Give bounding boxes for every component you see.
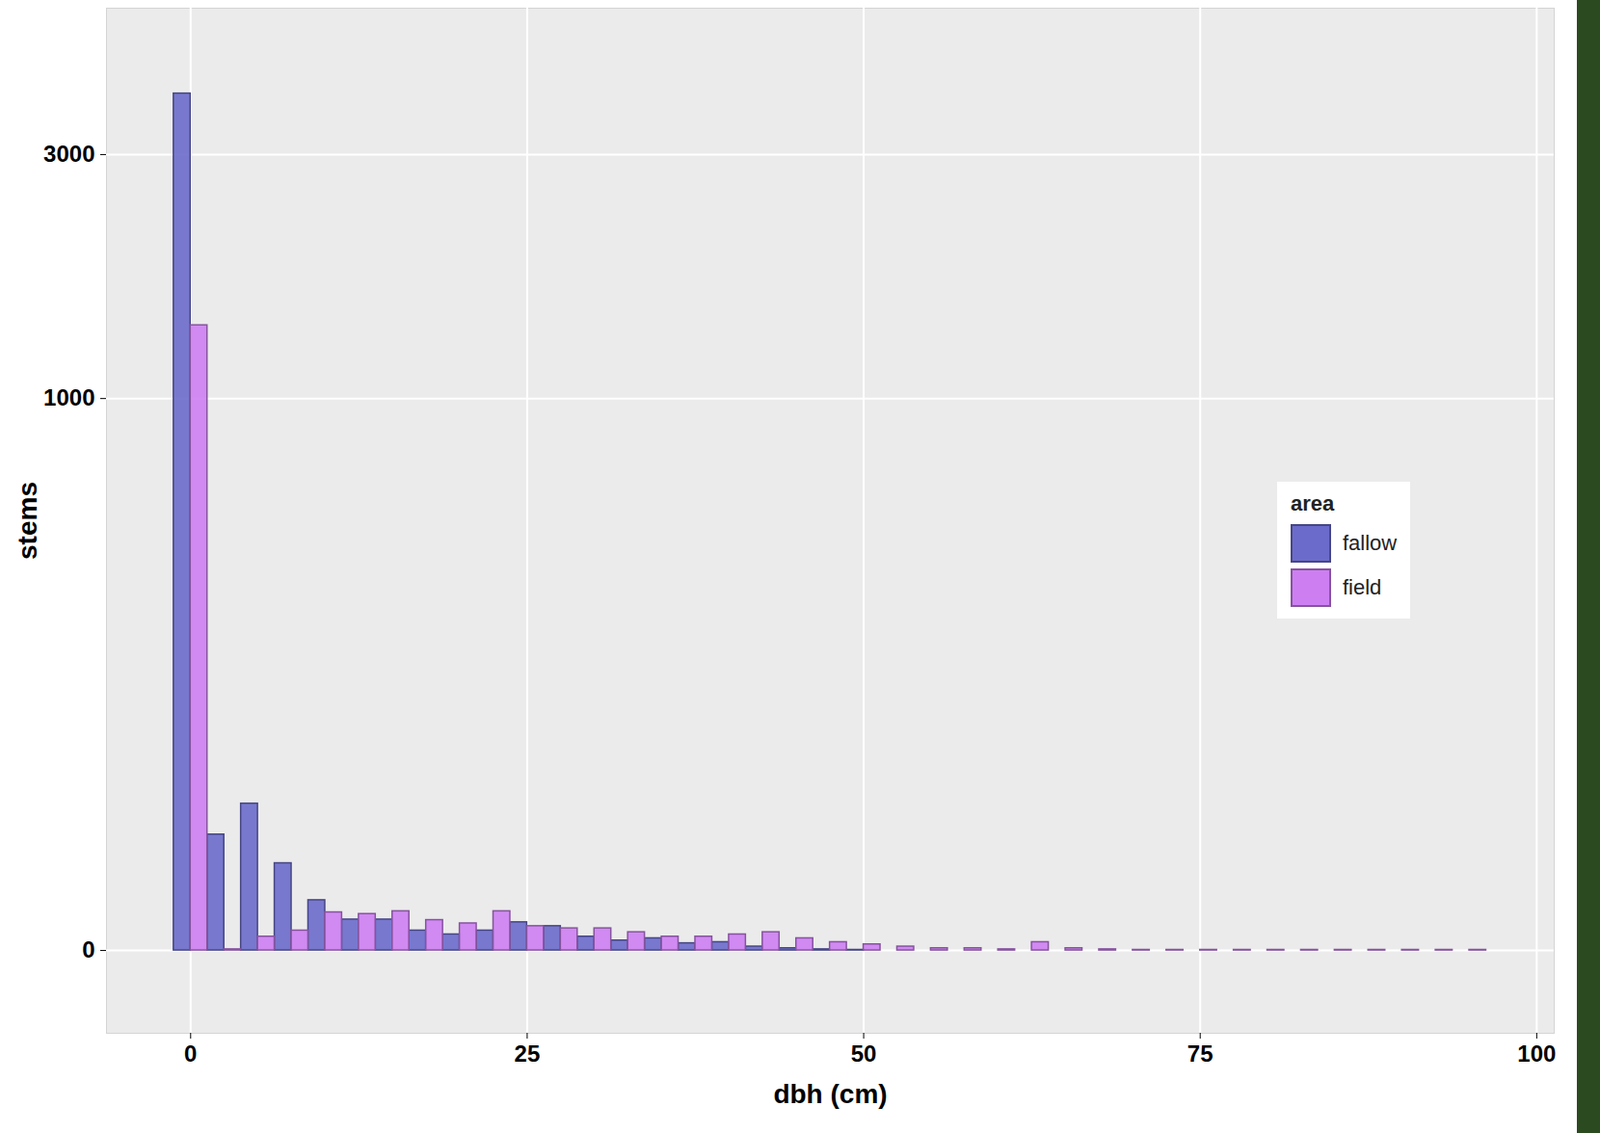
svg-text:100: 100 xyxy=(1517,1040,1556,1067)
svg-text:1000: 1000 xyxy=(43,384,95,411)
svg-text:25: 25 xyxy=(514,1040,541,1067)
html-text:fallow: fallow xyxy=(1342,531,1397,556)
html-text:area: area xyxy=(1290,491,1335,516)
svg-text:75: 75 xyxy=(1187,1040,1214,1067)
svg-text:50: 50 xyxy=(851,1040,878,1067)
svg-text:0: 0 xyxy=(184,1040,197,1067)
html-text:field: field xyxy=(1342,575,1382,600)
svg-text:0: 0 xyxy=(81,936,95,963)
svg-text:3000: 3000 xyxy=(43,140,95,167)
svg-text:stems: stems xyxy=(12,481,43,560)
svg-text:dbh (cm): dbh (cm) xyxy=(773,1079,887,1110)
